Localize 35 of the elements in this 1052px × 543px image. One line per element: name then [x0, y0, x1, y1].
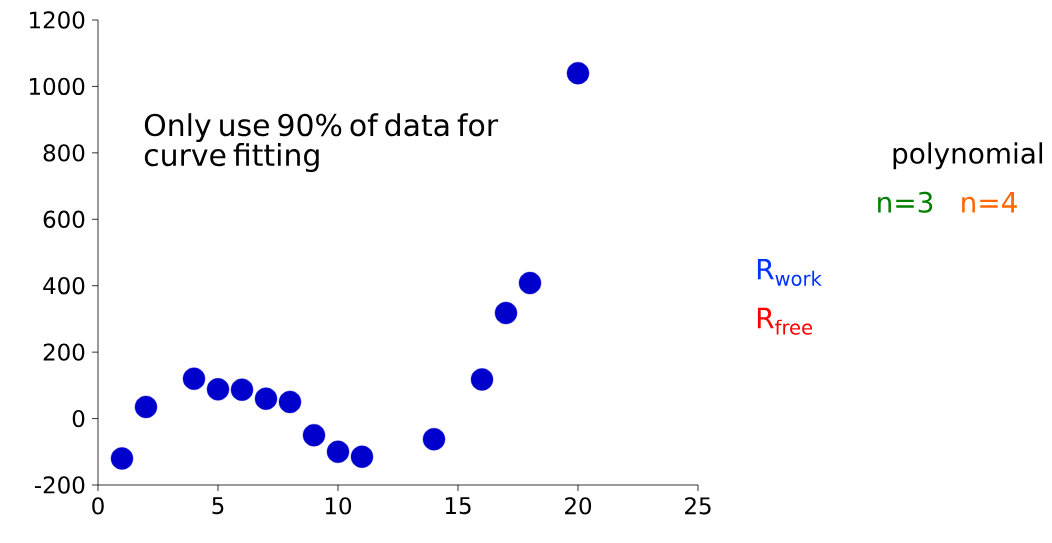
point	[350, 445, 374, 468]
point	[278, 390, 302, 414]
point	[206, 378, 230, 401]
point	[494, 301, 518, 325]
point	[422, 427, 446, 451]
y-tick-label: -200	[34, 476, 85, 494]
x-tick-label: 20	[565, 497, 592, 515]
annotation: Only use 90% of data for curve fitting	[144, 113, 499, 173]
y-tick-label: 600	[43, 210, 85, 228]
x-tick-label: 0	[92, 497, 104, 515]
x-tick-label: 10	[325, 497, 352, 515]
point	[230, 378, 254, 401]
y-tick-label: 1200	[30, 11, 85, 29]
y-tick-label: 0	[72, 409, 85, 428]
point	[518, 271, 542, 295]
point	[470, 368, 494, 391]
point	[134, 395, 158, 419]
point	[110, 447, 134, 470]
text: polynomial	[893, 142, 1043, 170]
point	[326, 440, 350, 463]
point	[302, 423, 326, 447]
x-tick-label: 15	[445, 497, 471, 515]
x-tick-label: 5	[212, 497, 224, 515]
y-tick-label: 400	[43, 277, 85, 295]
text: n=4	[962, 192, 1017, 213]
y-tick-label: 800	[43, 144, 85, 162]
point	[182, 367, 206, 390]
text: n=3	[878, 191, 933, 213]
x-tick-label: 25	[685, 497, 711, 515]
y-tick-label: 200	[43, 343, 85, 361]
point	[254, 387, 278, 410]
text: R$_{work}$	[757, 259, 822, 286]
point	[566, 61, 590, 85]
text: R$_{free}$	[757, 307, 813, 335]
y-tick-label: 1000	[30, 77, 85, 96]
